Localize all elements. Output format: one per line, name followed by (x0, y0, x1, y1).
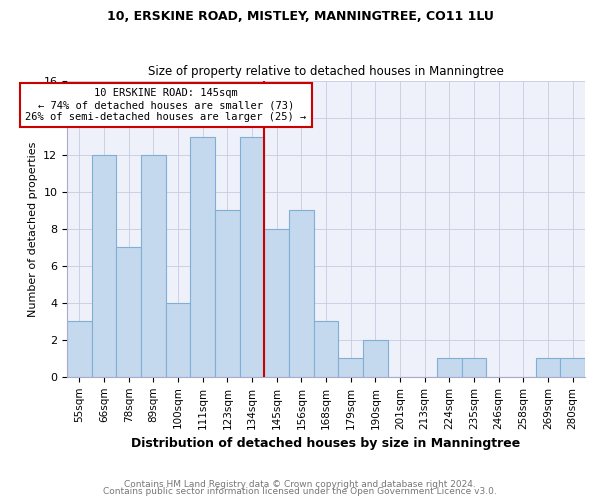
Bar (67, 322, 92, 377)
Title: Size of property relative to detached houses in Manningtree: Size of property relative to detached ho… (148, 66, 504, 78)
Bar (265, 229, 289, 377)
Bar (215, 210, 240, 377)
Bar (560, 358, 585, 377)
Bar (92, 155, 116, 377)
Bar (166, 303, 190, 377)
Bar (289, 210, 314, 377)
Bar (437, 358, 461, 377)
Bar (461, 358, 487, 377)
Text: Contains public sector information licensed under the Open Government Licence v3: Contains public sector information licen… (103, 488, 497, 496)
X-axis label: Distribution of detached houses by size in Manningtree: Distribution of detached houses by size … (131, 437, 521, 450)
Bar (338, 358, 363, 377)
Bar (314, 322, 338, 377)
Bar (190, 136, 215, 377)
Y-axis label: Number of detached properties: Number of detached properties (28, 141, 38, 316)
Text: 10 ERSKINE ROAD: 145sqm
← 74% of detached houses are smaller (73)
26% of semi-de: 10 ERSKINE ROAD: 145sqm ← 74% of detache… (25, 88, 307, 122)
Bar (240, 136, 265, 377)
Text: 10, ERSKINE ROAD, MISTLEY, MANNINGTREE, CO11 1LU: 10, ERSKINE ROAD, MISTLEY, MANNINGTREE, … (107, 10, 493, 23)
Text: Contains HM Land Registry data © Crown copyright and database right 2024.: Contains HM Land Registry data © Crown c… (124, 480, 476, 489)
Bar (363, 340, 388, 377)
Bar (116, 248, 141, 377)
Bar (141, 155, 166, 377)
Bar (536, 358, 560, 377)
